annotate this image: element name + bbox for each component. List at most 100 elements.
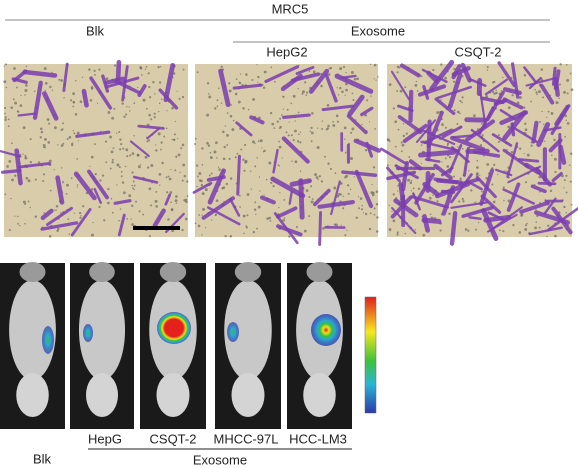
cell bbox=[539, 83, 555, 105]
pore bbox=[479, 174, 481, 176]
pore bbox=[105, 161, 108, 164]
pore bbox=[74, 113, 78, 116]
pore bbox=[48, 122, 51, 125]
pore bbox=[526, 153, 530, 157]
pore bbox=[90, 188, 94, 191]
pore bbox=[333, 186, 337, 190]
cell bbox=[402, 123, 428, 144]
cell bbox=[390, 70, 411, 101]
pore bbox=[507, 106, 511, 110]
pore bbox=[292, 139, 295, 142]
pore bbox=[131, 223, 134, 226]
pore bbox=[168, 177, 172, 181]
pore bbox=[224, 234, 227, 238]
color-scale bbox=[364, 296, 377, 414]
cell bbox=[264, 65, 300, 84]
cell bbox=[93, 187, 102, 204]
mouse-panel bbox=[0, 262, 65, 429]
pore bbox=[139, 66, 143, 69]
pore bbox=[196, 164, 199, 167]
pore bbox=[58, 78, 61, 81]
pore bbox=[446, 165, 450, 168]
pore bbox=[503, 199, 505, 202]
pore bbox=[121, 102, 124, 105]
pore bbox=[491, 183, 494, 186]
pore bbox=[448, 155, 452, 159]
pore bbox=[214, 107, 217, 110]
pore bbox=[126, 155, 129, 158]
pore bbox=[22, 153, 24, 155]
cell bbox=[42, 91, 59, 121]
pore bbox=[448, 212, 451, 215]
pore bbox=[242, 214, 246, 218]
pore bbox=[37, 161, 41, 164]
cell bbox=[510, 62, 520, 99]
pore bbox=[246, 193, 250, 196]
pore bbox=[370, 191, 374, 195]
pore bbox=[345, 151, 347, 154]
pore bbox=[54, 209, 56, 211]
cell bbox=[45, 206, 73, 227]
pore bbox=[332, 120, 335, 123]
pore bbox=[148, 96, 152, 99]
pore bbox=[46, 118, 50, 121]
pore bbox=[105, 77, 109, 81]
pore bbox=[3, 65, 5, 67]
pore bbox=[553, 138, 556, 142]
pore bbox=[10, 197, 12, 200]
group-label: Exosome bbox=[193, 452, 247, 467]
pore bbox=[33, 90, 36, 93]
pore bbox=[480, 122, 483, 125]
pore bbox=[237, 100, 241, 104]
pore bbox=[119, 148, 122, 151]
pore bbox=[569, 72, 572, 75]
cell bbox=[32, 80, 43, 120]
pore bbox=[81, 76, 84, 79]
pore bbox=[66, 138, 69, 141]
pore bbox=[492, 91, 495, 94]
pore bbox=[336, 120, 339, 123]
pore bbox=[500, 89, 503, 92]
pore bbox=[337, 193, 341, 196]
pore bbox=[242, 158, 245, 161]
cell bbox=[450, 135, 486, 152]
pore bbox=[543, 140, 546, 143]
pore bbox=[208, 93, 210, 95]
pore bbox=[355, 216, 359, 219]
pore bbox=[132, 180, 135, 183]
pore bbox=[22, 126, 26, 130]
pore bbox=[138, 210, 141, 213]
pore bbox=[204, 226, 207, 229]
pore bbox=[279, 127, 281, 130]
pore bbox=[40, 130, 44, 134]
pore bbox=[230, 104, 233, 106]
signal bbox=[227, 322, 239, 342]
cell bbox=[435, 181, 471, 199]
pore bbox=[254, 201, 257, 204]
pore bbox=[273, 80, 276, 83]
pore bbox=[502, 186, 505, 189]
pore bbox=[373, 213, 376, 216]
pore bbox=[226, 134, 229, 137]
mouse-body bbox=[78, 280, 126, 380]
pore bbox=[486, 163, 490, 166]
pore bbox=[542, 123, 545, 126]
pore bbox=[243, 232, 245, 235]
pore bbox=[408, 156, 411, 158]
pore bbox=[44, 82, 48, 85]
pore bbox=[361, 123, 363, 126]
pore bbox=[246, 226, 248, 229]
cell bbox=[146, 127, 161, 140]
pore bbox=[55, 205, 59, 208]
pore bbox=[353, 176, 355, 178]
pore bbox=[16, 110, 19, 113]
pore bbox=[166, 110, 168, 112]
pore bbox=[291, 160, 293, 163]
pore bbox=[220, 65, 223, 69]
pore bbox=[181, 143, 185, 147]
pore bbox=[444, 126, 447, 129]
pore bbox=[116, 132, 118, 134]
pore bbox=[422, 233, 426, 237]
cell bbox=[397, 115, 423, 134]
cell bbox=[117, 213, 126, 237]
